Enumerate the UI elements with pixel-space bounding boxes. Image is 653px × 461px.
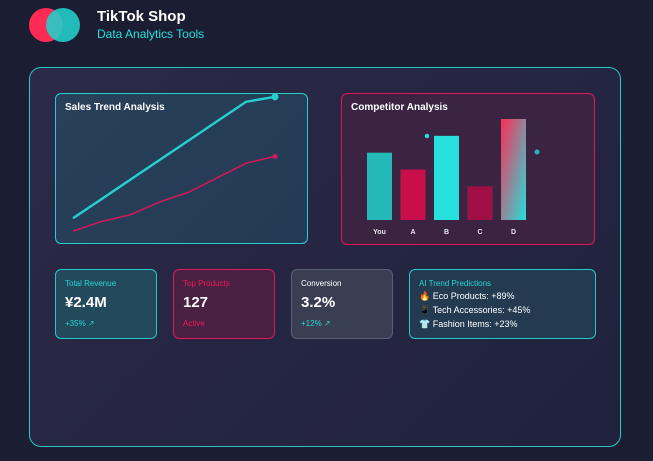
bar-label: You <box>373 229 386 236</box>
card-status: Active <box>183 319 205 328</box>
prediction-item: 🔥 Eco Products: +89% <box>419 291 586 302</box>
bar-A[interactable] <box>400 169 426 221</box>
prediction-item: 📱 Tech Accessories: +45% <box>419 305 586 316</box>
ai-predictions-card[interactable]: AI Trend Predictions 🔥 Eco Products: +89… <box>409 269 596 339</box>
series-endpoint <box>271 94 279 101</box>
card-label: Top Products <box>183 279 230 288</box>
conversion-card[interactable]: Conversion 3.2% +12% ↗ <box>291 269 393 339</box>
bar-D[interactable] <box>501 119 526 220</box>
total-revenue-card[interactable]: Total Revenue ¥2.4M +35% ↗ <box>55 269 157 339</box>
card-change: +35% ↗ <box>65 319 95 328</box>
prediction-text: Fashion Items: +23% <box>432 319 518 329</box>
card-label: AI Trend Predictions <box>419 279 492 288</box>
series-line-primary <box>72 95 276 220</box>
prediction-item: 👕 Fashion Items: +23% <box>419 319 586 330</box>
card-label: Total Revenue <box>65 279 117 288</box>
floating-dot <box>534 149 540 155</box>
card-change: +12% ↗ <box>301 319 331 328</box>
floating-dot <box>424 133 430 139</box>
card-value: 3.2% <box>301 294 336 311</box>
competitor-chart: You A B C D <box>367 119 540 236</box>
top-products-card[interactable]: Top Products 127 Active <box>173 269 275 339</box>
shirt-icon: 👕 <box>419 319 431 329</box>
phone-icon: 📱 <box>419 305 431 315</box>
card-value: 127 <box>183 294 209 311</box>
series-line-secondary <box>72 155 276 232</box>
bar-C[interactable] <box>467 186 493 220</box>
app-subtitle: Data Analytics Tools <box>97 27 205 41</box>
fire-icon: 🔥 <box>419 291 431 301</box>
series-endpoint <box>272 153 278 159</box>
dashboard: Sales Trend Analysis Competitor Analysis… <box>29 67 621 447</box>
logo <box>29 8 81 42</box>
competitor-panel: Competitor Analysis You A B C D <box>341 93 595 245</box>
card-label: Conversion <box>301 279 342 288</box>
bar-B[interactable] <box>434 135 459 220</box>
card-value: ¥2.4M <box>65 294 107 311</box>
prediction-text: Tech Accessories: +45% <box>432 305 531 315</box>
bar-label: B <box>444 229 449 236</box>
bar-label: D <box>511 229 516 236</box>
bar-label: A <box>410 229 415 236</box>
competitor-title: Competitor Analysis <box>351 102 448 113</box>
app-title: TikTok Shop <box>97 8 186 25</box>
bar-You[interactable] <box>367 152 392 220</box>
sales-trend-panel: Sales Trend Analysis <box>55 93 308 244</box>
bar-label: C <box>477 229 482 236</box>
sales-chart <box>72 94 279 232</box>
prediction-text: Eco Products: +89% <box>432 291 515 301</box>
sales-trend-title: Sales Trend Analysis <box>65 102 165 113</box>
